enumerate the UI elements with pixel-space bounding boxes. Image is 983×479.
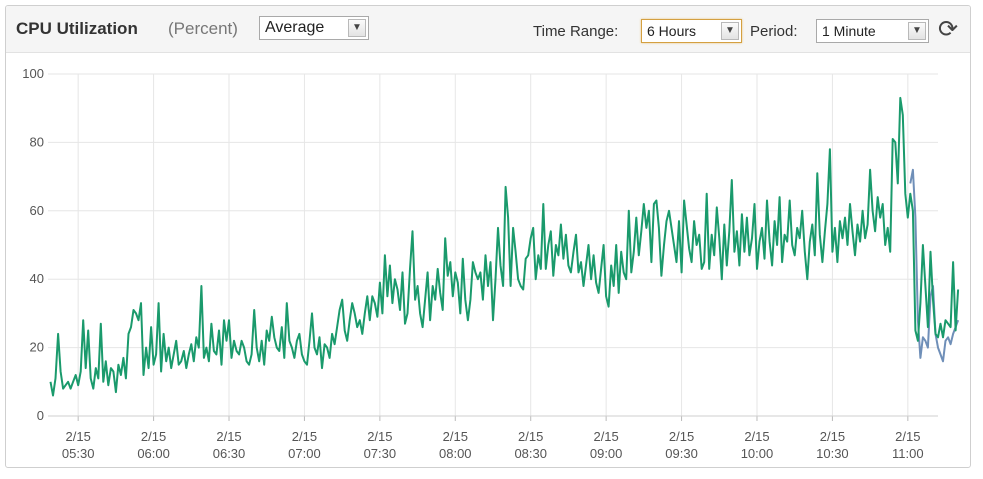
chevron-down-icon[interactable]: ▼ — [721, 22, 739, 40]
x-tick-time: 11:00 — [892, 446, 924, 461]
period-value: 1 Minute — [822, 23, 876, 39]
x-tick-date: 2/15 — [216, 429, 241, 444]
x-tick-date: 2/15 — [292, 429, 317, 444]
chevron-down-icon[interactable]: ▼ — [348, 19, 366, 37]
cpu-line-chart: 0 20 40 60 80 100 2/15 05:30 2/15 06:00 2/15 06:30 2… — [22, 66, 960, 461]
x-tick-time: 07:30 — [364, 446, 397, 461]
x-tick-date: 2/15 — [820, 429, 845, 444]
y-tick-label: 60 — [30, 203, 44, 218]
x-tick-time: 09:30 — [665, 446, 698, 461]
time-range-select[interactable]: 6 Hours ▼ — [641, 19, 742, 43]
statistic-select[interactable]: Average ▼ — [259, 16, 369, 40]
chevron-down-icon[interactable]: ▼ — [908, 22, 926, 40]
time-range-value: 6 Hours — [647, 23, 697, 39]
x-tick-date: 2/15 — [367, 429, 392, 444]
y-tick-label: 0 — [37, 408, 44, 423]
x-tick-date: 2/15 — [443, 429, 468, 444]
x-tick-time: 10:00 — [741, 446, 774, 461]
y-tick-label: 20 — [30, 340, 44, 355]
metric-title: CPU Utilization — [16, 19, 138, 38]
time-range-label: Time Range: — [533, 23, 619, 40]
widget-header: CPU Utilization (Percent) Average ▼ Time… — [6, 6, 970, 53]
x-tick-time: 08:30 — [514, 446, 547, 461]
refresh-icon[interactable]: ⟳ — [937, 16, 959, 43]
x-tick-time: 07:00 — [288, 446, 321, 461]
x-tick-date: 2/15 — [593, 429, 618, 444]
period-select[interactable]: 1 Minute ▼ — [816, 19, 929, 43]
x-tick-date: 2/15 — [66, 429, 91, 444]
x-tick-time: 09:00 — [590, 446, 623, 461]
x-tick-date: 2/15 — [669, 429, 694, 444]
metric-unit: (Percent) — [168, 19, 238, 38]
x-tick-time: 08:00 — [439, 446, 472, 461]
x-tick-time: 06:00 — [137, 446, 170, 461]
x-tick-time: 06:30 — [213, 446, 246, 461]
y-tick-label: 80 — [30, 134, 44, 149]
y-tick-label: 100 — [22, 66, 44, 81]
series-line — [49, 96, 960, 397]
x-tick-date: 2/15 — [518, 429, 543, 444]
y-tick-label: 40 — [30, 271, 44, 286]
x-tick-time: 10:30 — [816, 446, 849, 461]
x-tick-time: 05:30 — [62, 446, 95, 461]
period-label: Period: — [750, 23, 798, 40]
x-tick-date: 2/15 — [895, 429, 920, 444]
x-tick-date: 2/15 — [141, 429, 166, 444]
statistic-value: Average — [265, 19, 325, 36]
cpu-utilization-widget: CPU Utilization (Percent) Average ▼ Time… — [5, 5, 971, 468]
x-tick-date: 2/15 — [744, 429, 769, 444]
